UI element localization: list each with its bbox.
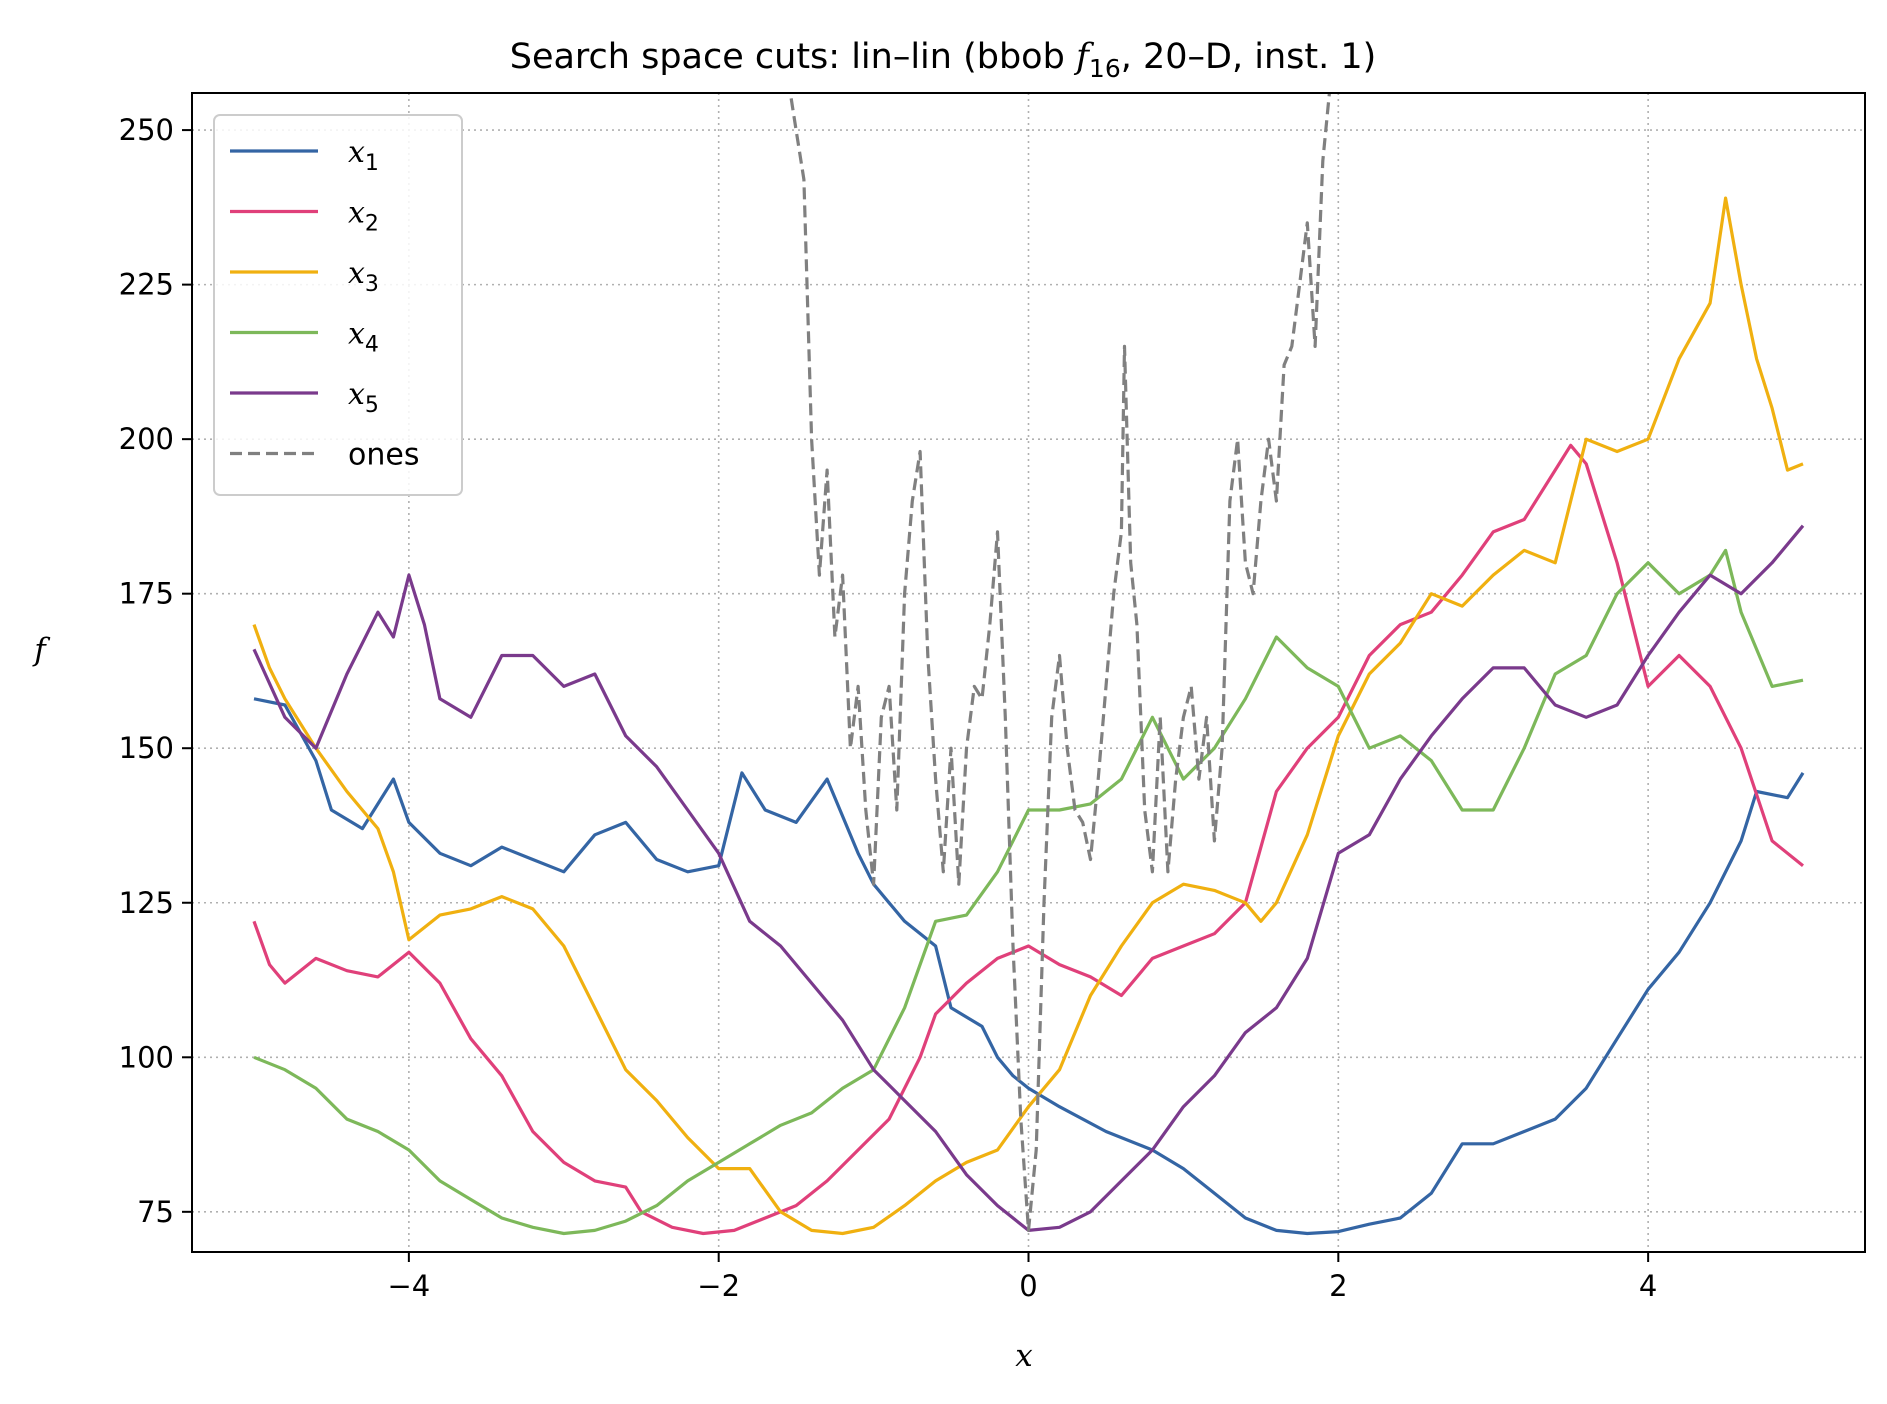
legend-label: x3 — [348, 256, 379, 297]
y-tick-label: 200 — [119, 422, 174, 456]
x-tick-label: −2 — [697, 1269, 740, 1303]
y-tick-label: 250 — [119, 113, 174, 147]
y-tick-label: 75 — [137, 1195, 174, 1229]
y-tick-label: 125 — [119, 886, 174, 920]
legend-label: x1 — [348, 135, 379, 176]
y-tick-label: 175 — [119, 577, 174, 611]
y-tick-label: 150 — [119, 731, 174, 765]
legend-label: ones — [348, 438, 419, 473]
series-line-x4 — [253, 548, 1804, 1236]
series-line-x5 — [252, 524, 1805, 1232]
series-line-x3 — [252, 196, 1804, 1236]
x-tick-label: −4 — [387, 1269, 430, 1303]
y-tick-label: 100 — [119, 1040, 174, 1074]
legend-label: x5 — [348, 377, 379, 418]
plot-area — [252, 93, 1805, 1236]
legend: x1 x2 x3 x4 x5 ones — [213, 114, 463, 496]
x-tick-label: 4 — [1639, 1269, 1657, 1303]
legend-label: x4 — [348, 317, 379, 358]
y-tick-label: 225 — [119, 268, 174, 302]
x-tick-label: 0 — [1019, 1269, 1037, 1303]
chart-title: Search space cuts: lin–lin (bbob f16, 20… — [510, 37, 1377, 83]
y-axis-label: f — [32, 632, 51, 668]
series-line-ones — [788, 93, 1332, 1232]
y-axis: 75 100 125 150 175 200 225 250 — [119, 113, 192, 1229]
series-line-x2 — [252, 443, 1805, 1236]
legend-box — [213, 114, 463, 496]
series-line-x1 — [253, 697, 1805, 1236]
x-axis: −4 −2 0 2 4 — [387, 1252, 1657, 1303]
x-tick-label: 2 — [1329, 1269, 1347, 1303]
legend-label: x2 — [348, 196, 379, 237]
x-axis-label: x — [1015, 1338, 1033, 1374]
